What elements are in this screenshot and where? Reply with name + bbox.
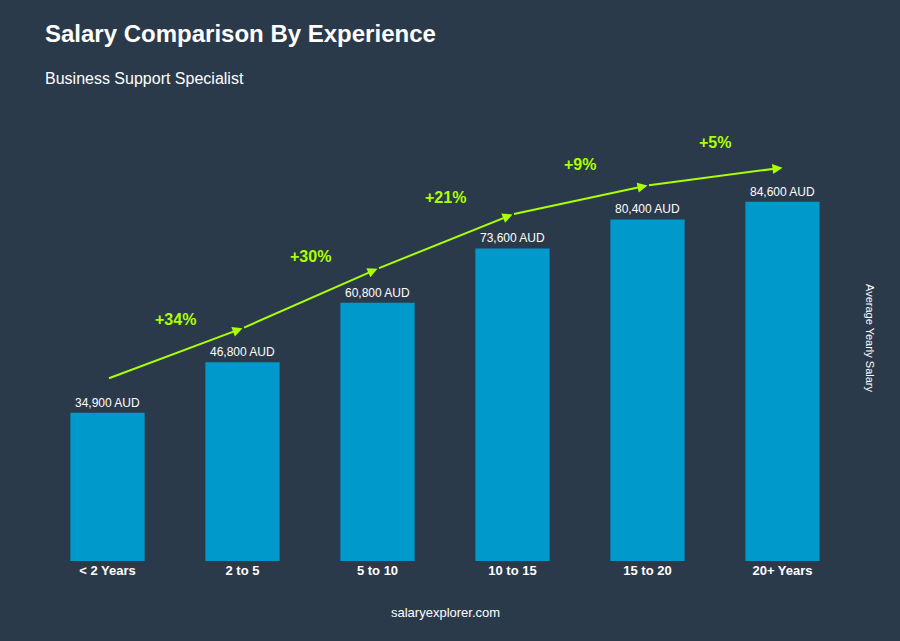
svg-text:73,600 AUD: 73,600 AUD [480, 231, 545, 245]
svg-text:20+ Years: 20+ Years [752, 563, 812, 578]
svg-text:Average Yearly Salary: Average Yearly Salary [864, 284, 876, 393]
svg-text:2 to 5: 2 to 5 [226, 563, 260, 578]
svg-text:+5%: +5% [699, 134, 731, 151]
svg-text:Business Support Specialist: Business Support Specialist [45, 70, 244, 87]
svg-text:+9%: +9% [564, 156, 596, 173]
svg-text:Salary Comparison By Experienc: Salary Comparison By Experience [45, 20, 436, 47]
svg-text:+30%: +30% [290, 248, 331, 265]
svg-text:80,400 AUD: 80,400 AUD [615, 202, 680, 216]
svg-text:salaryexplorer.com: salaryexplorer.com [391, 605, 500, 620]
svg-text:46,800 AUD: 46,800 AUD [210, 345, 275, 359]
svg-text:+21%: +21% [425, 189, 466, 206]
svg-text:< 2 Years: < 2 Years [79, 563, 136, 578]
svg-text:5 to 10: 5 to 10 [357, 563, 398, 578]
svg-text:15 to 20: 15 to 20 [623, 563, 671, 578]
svg-text:10 to 15: 10 to 15 [488, 563, 536, 578]
svg-text:84,600 AUD: 84,600 AUD [750, 185, 815, 199]
svg-text:+34%: +34% [155, 311, 196, 328]
svg-text:60,800 AUD: 60,800 AUD [345, 286, 410, 300]
svg-text:34,900 AUD: 34,900 AUD [75, 396, 140, 410]
